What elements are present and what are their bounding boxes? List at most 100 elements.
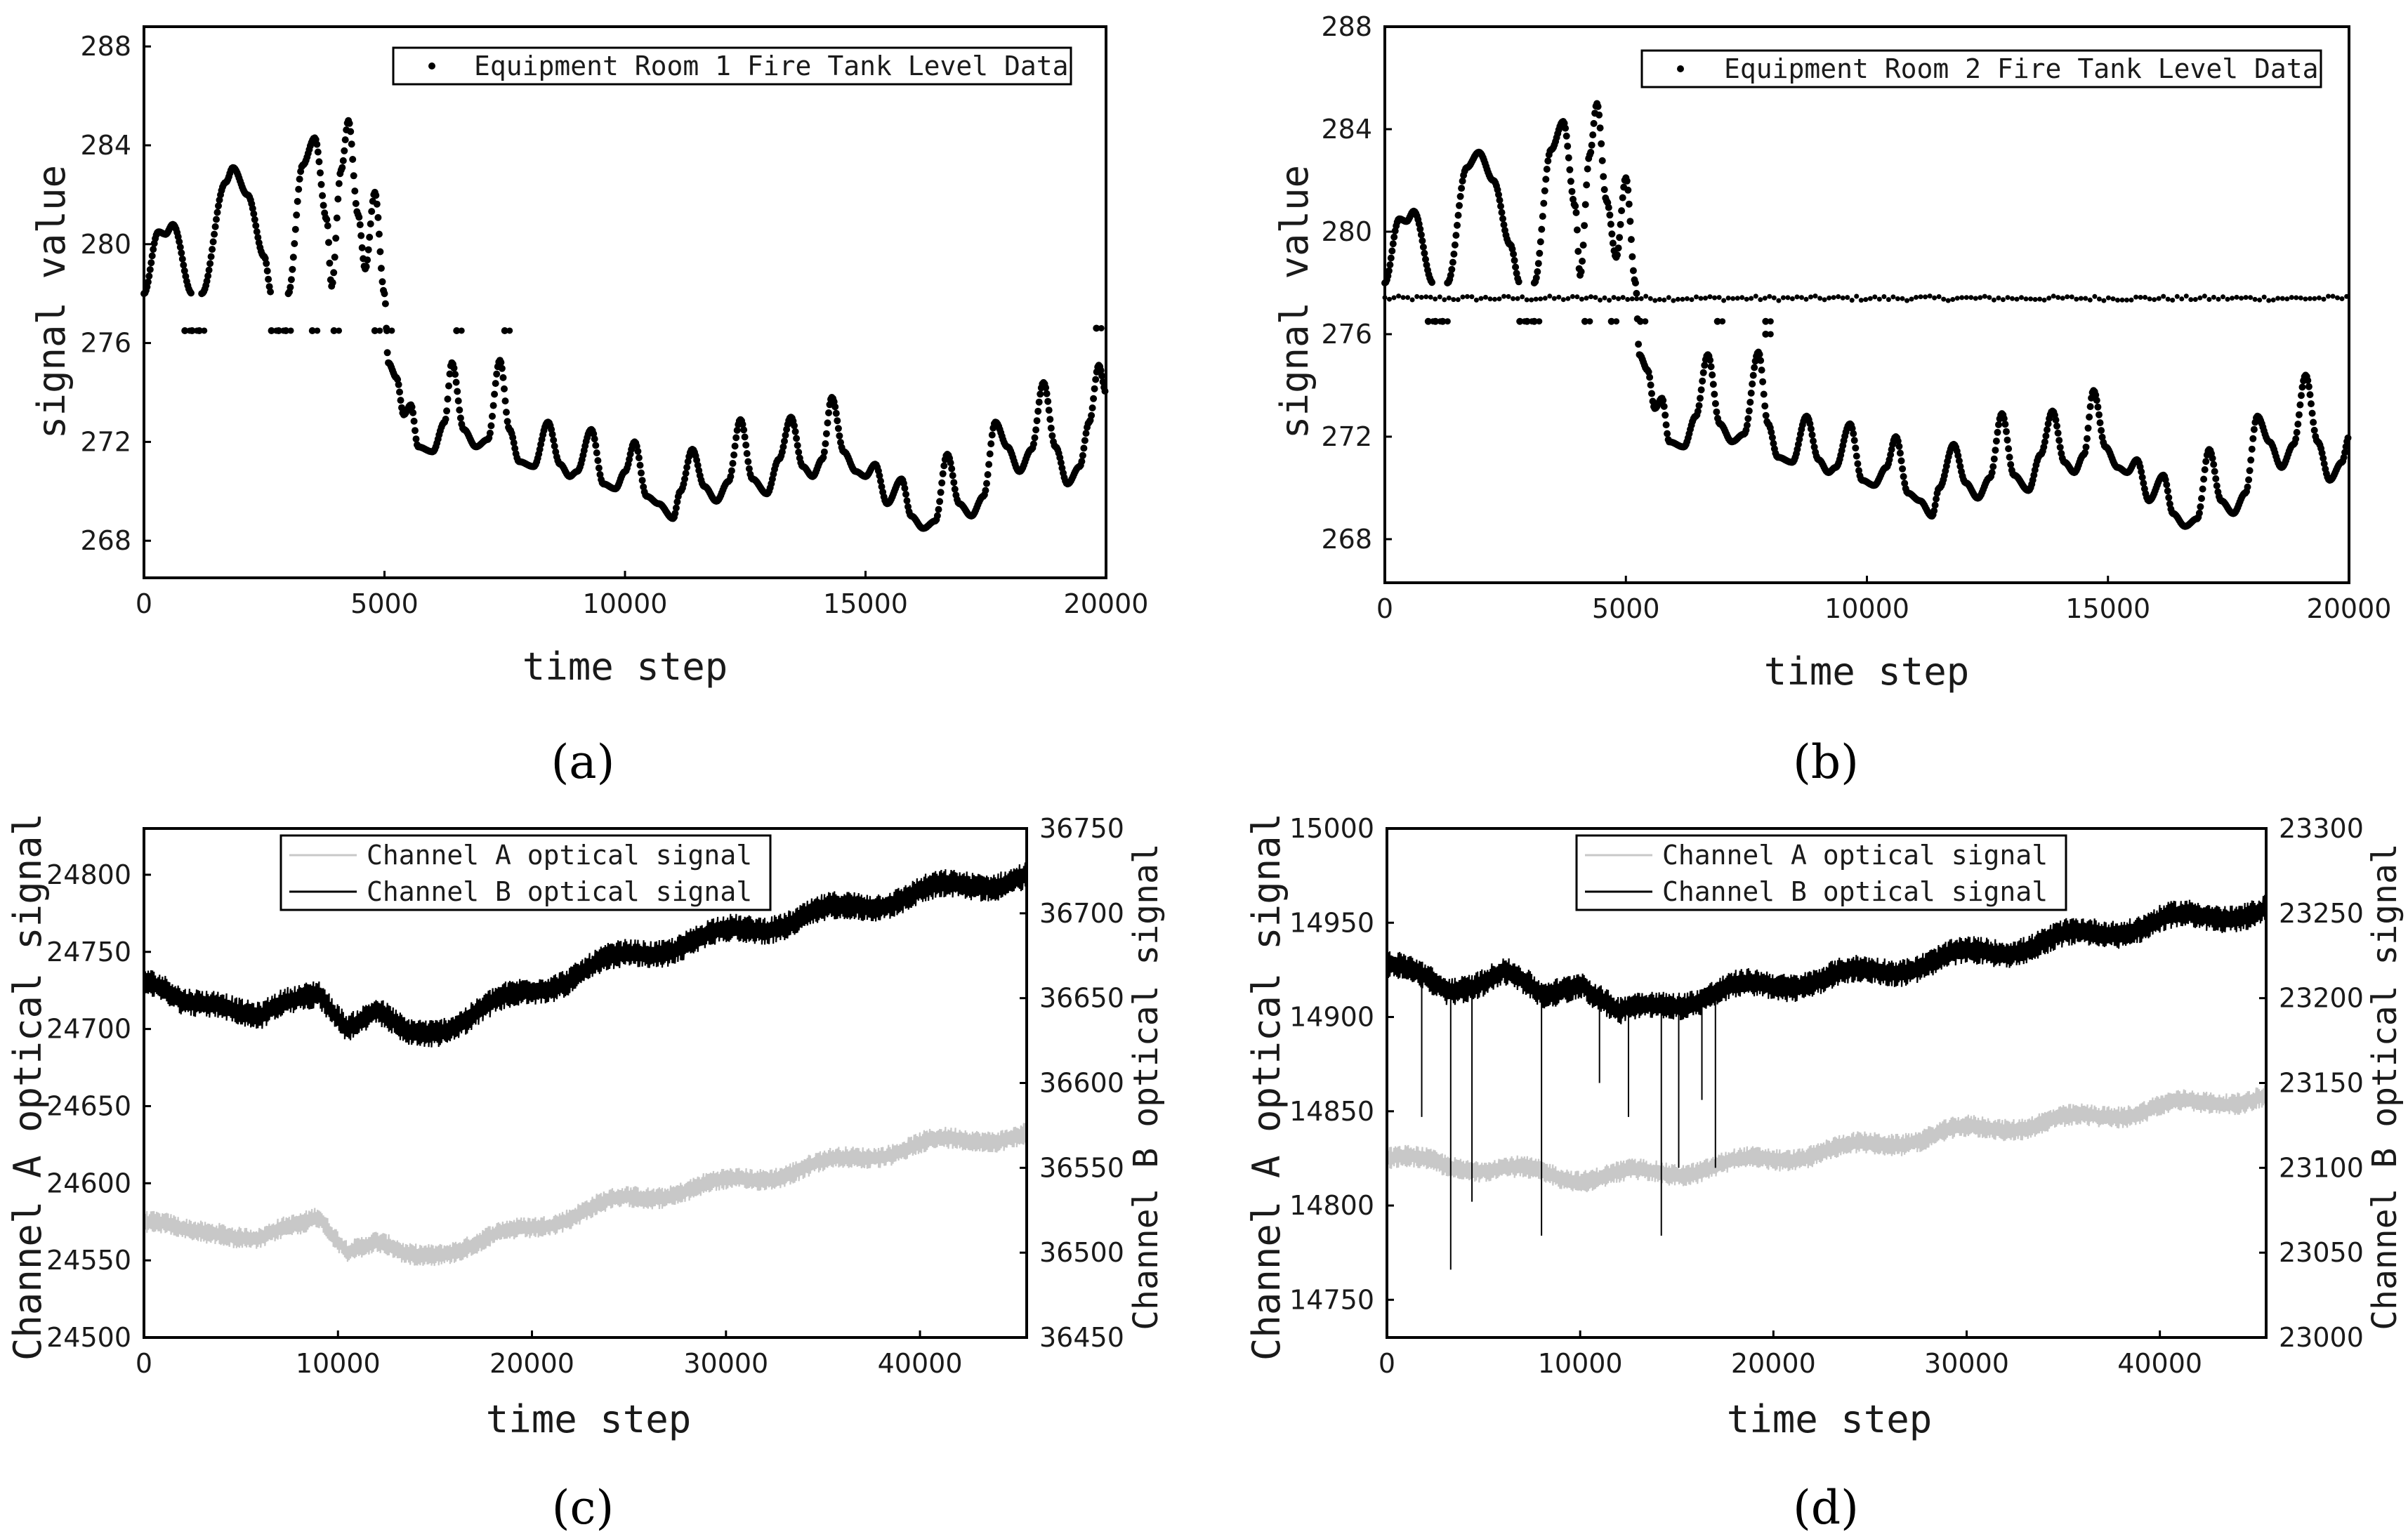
data-point xyxy=(1579,242,1587,249)
baseline-point xyxy=(2170,298,2176,303)
baseline-point xyxy=(2303,296,2308,302)
panel-d-y2-label: Channel B optical signal xyxy=(2365,843,2404,1330)
baseline-point xyxy=(2055,295,2061,300)
data-point xyxy=(1447,272,1454,279)
data-point xyxy=(2003,428,2010,435)
y-tick-label: 24600 xyxy=(46,1168,131,1198)
baseline-point xyxy=(1753,293,1758,299)
y-tick-label: 24500 xyxy=(46,1322,131,1353)
baseline-point xyxy=(1574,294,1580,300)
data-point xyxy=(1694,407,1702,415)
data-point xyxy=(1515,278,1522,286)
baseline-point xyxy=(2270,297,2276,303)
baseline-point xyxy=(1959,295,1965,300)
baseline-point xyxy=(1799,295,1804,300)
data-point xyxy=(1807,425,1815,432)
data-point xyxy=(901,484,909,492)
data-point xyxy=(489,402,497,409)
panel-c-legend-box xyxy=(279,834,772,911)
baseline-point xyxy=(1666,295,1671,300)
data-point xyxy=(1623,177,1631,185)
baseline-point xyxy=(2192,297,2198,302)
x-tick-label: 10000 xyxy=(1538,1348,1623,1379)
data-point xyxy=(1901,480,1909,487)
data-point xyxy=(1452,232,1460,239)
baseline-point xyxy=(1629,296,1635,302)
baseline-point xyxy=(1767,293,1772,299)
data-point xyxy=(1035,398,1043,406)
outlier-point xyxy=(1432,317,1440,325)
panel-d-legend: Channel A optical signal Channel B optic… xyxy=(1575,834,2067,911)
panel-d-y2-ticks: 23000 23050 23100 23150 23200 23250 23300 xyxy=(2259,813,2364,1353)
data-point xyxy=(940,462,948,470)
baseline-point xyxy=(1730,296,1736,301)
baseline-point xyxy=(2266,298,2272,303)
outlier-point xyxy=(371,326,379,334)
data-point xyxy=(1577,267,1585,275)
baseline-point xyxy=(1588,294,1593,300)
data-point xyxy=(1583,181,1591,189)
series-line-0 xyxy=(143,1123,1028,1267)
data-point xyxy=(1887,451,1895,458)
baseline-point xyxy=(1735,296,1740,301)
data-point xyxy=(1090,395,1098,402)
baseline-point xyxy=(1538,296,1544,302)
data-point xyxy=(2308,409,2316,417)
data-point xyxy=(1454,221,1461,229)
panel-b-legend-marker xyxy=(1677,65,1684,72)
data-point xyxy=(1617,220,1624,228)
data-point xyxy=(1756,350,1763,358)
data-point xyxy=(2098,427,2105,435)
data-point xyxy=(1608,230,1616,238)
data-point xyxy=(408,403,416,411)
data-point xyxy=(1990,455,1998,463)
data-point xyxy=(1618,207,1626,215)
baseline-point xyxy=(1598,297,1603,303)
baseline-point xyxy=(2243,295,2249,300)
outlier-point xyxy=(506,327,513,334)
series-line-1 xyxy=(1386,894,2268,1024)
panel-d-y-ticks: 14750 14800 14850 14900 14950 15000 xyxy=(1289,813,1394,1315)
data-point xyxy=(2084,424,2092,432)
data-point xyxy=(1659,397,1667,404)
baseline-point xyxy=(2216,296,2221,302)
chart-panel-c: 0 10000 20000 30000 40000 24500 24550 24600 246… xyxy=(6,813,1166,1535)
data-point xyxy=(1048,432,1056,440)
data-point xyxy=(2245,476,2253,484)
data-point xyxy=(733,426,741,434)
data-point xyxy=(396,388,403,396)
baseline-point xyxy=(1932,295,1937,300)
y-tick-label: 272 xyxy=(1321,421,1372,452)
panel-a-x-ticks: 0 5000 10000 15000 20000 xyxy=(136,571,1148,619)
data-point xyxy=(1992,437,2000,445)
outlier-point xyxy=(195,326,203,334)
data-point xyxy=(375,230,383,238)
data-point xyxy=(350,172,357,180)
y-tick-label: 268 xyxy=(80,525,131,556)
data-point xyxy=(1933,495,1940,503)
baseline-point xyxy=(2092,293,2098,299)
data-point xyxy=(740,426,748,434)
baseline-point xyxy=(1506,293,1511,299)
y-tick-label: 284 xyxy=(80,130,131,161)
data-point xyxy=(2092,391,2100,399)
data-point xyxy=(1899,465,1907,473)
data-point xyxy=(148,252,156,260)
data-point xyxy=(145,272,153,280)
data-point xyxy=(1449,258,1456,266)
data-point xyxy=(323,216,331,223)
panel-a-x-label: time step xyxy=(522,645,728,689)
data-point xyxy=(205,266,213,274)
baseline-point xyxy=(2179,296,2185,302)
data-point xyxy=(1390,233,1398,241)
outlier-point xyxy=(181,326,189,334)
baseline-point xyxy=(1694,294,1699,300)
data-point xyxy=(1454,211,1462,219)
data-point xyxy=(834,425,842,432)
data-point xyxy=(1995,421,2002,428)
data-point xyxy=(1770,440,1777,447)
baseline-point xyxy=(1904,298,1909,303)
data-point xyxy=(249,204,256,212)
data-point xyxy=(548,430,556,438)
x-tick-label: 0 xyxy=(1376,593,1393,624)
